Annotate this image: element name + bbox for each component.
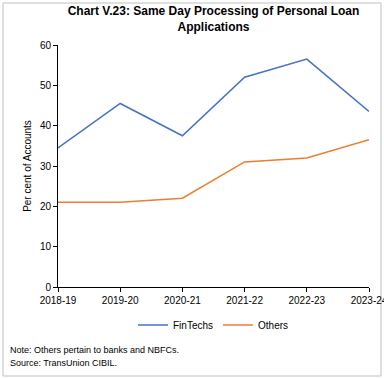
svg-text:Source: TransUnion CIBIL.: Source: TransUnion CIBIL. bbox=[10, 358, 117, 368]
svg-text:50: 50 bbox=[40, 80, 52, 91]
svg-text:2020-21: 2020-21 bbox=[164, 295, 201, 306]
svg-text:60: 60 bbox=[40, 40, 52, 51]
svg-text:2019-20: 2019-20 bbox=[102, 295, 139, 306]
svg-text:0: 0 bbox=[45, 282, 51, 293]
svg-text:2022-23: 2022-23 bbox=[288, 295, 325, 306]
svg-text:Note: Others pertain to banks: Note: Others pertain to banks and NBFCs. bbox=[10, 345, 179, 355]
svg-text:30: 30 bbox=[40, 161, 52, 172]
svg-text:2018-19: 2018-19 bbox=[40, 295, 77, 306]
svg-text:10: 10 bbox=[40, 241, 52, 252]
svg-text:FinTechs: FinTechs bbox=[173, 320, 213, 331]
svg-text:Per cent of Accounts: Per cent of Accounts bbox=[22, 120, 33, 212]
svg-text:40: 40 bbox=[40, 120, 52, 131]
svg-text:Chart V.23: Same Day Processin: Chart V.23: Same Day Processing of Perso… bbox=[68, 4, 360, 34]
svg-text:2021-22: 2021-22 bbox=[226, 295, 263, 306]
svg-text:2023-24: 2023-24 bbox=[351, 295, 384, 306]
svg-text:20: 20 bbox=[40, 201, 52, 212]
svg-text:Others: Others bbox=[258, 320, 288, 331]
